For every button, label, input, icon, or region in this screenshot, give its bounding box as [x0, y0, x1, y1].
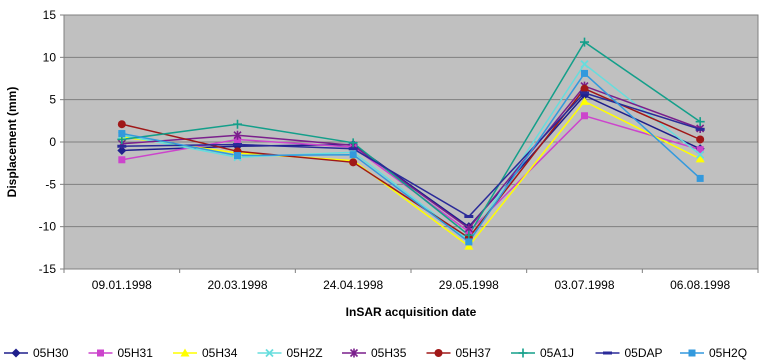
- data-point-05h37: [580, 84, 589, 93]
- legend-marker-icon: [688, 349, 696, 357]
- data-point-05a1j: [580, 37, 589, 47]
- legend-label: 05H31: [118, 346, 154, 360]
- legend-marker-icon: [603, 351, 612, 355]
- legend-marker-icon: [434, 349, 443, 357]
- legend-label: 05DAP: [625, 346, 663, 360]
- data-point-05h2q: [234, 152, 241, 160]
- x-axis-title: InSAR acquisition date: [346, 305, 477, 319]
- data-point-05h2q: [696, 174, 704, 182]
- series-markers: [117, 37, 705, 250]
- data-point-05dap: [233, 143, 242, 147]
- series-line-05dap: [121, 92, 701, 218]
- legend-label: 05H35: [371, 346, 407, 360]
- data-point-05dap: [348, 147, 358, 151]
- y-tick-label: -15: [39, 262, 57, 276]
- data-point-05a1j: [348, 138, 358, 148]
- data-point-05h2q: [465, 238, 473, 246]
- data-point-05dap: [117, 144, 127, 148]
- data-point-05a1j: [695, 117, 705, 127]
- data-point-05h34: [464, 241, 474, 250]
- y-tick-label: 0: [49, 135, 56, 149]
- data-point-05h37: [696, 135, 705, 144]
- data-point-05h37: [117, 120, 126, 129]
- data-point-05h2q: [581, 69, 588, 77]
- legend-marker-icon: [97, 349, 104, 357]
- legend: 05H30 05H31 05H34 05H2Z 05H35 05H37 05A1J 05DAP…: [4, 346, 747, 360]
- y-tick-label: -10: [39, 220, 57, 234]
- data-point-05h2q: [118, 130, 126, 138]
- data-point-05h35: [233, 130, 242, 140]
- x-tick-label: 24.04.1998: [323, 278, 383, 292]
- legend-marker-icon: [11, 348, 21, 358]
- series-lines: [121, 41, 701, 248]
- data-point-05h2q: [349, 151, 357, 159]
- legend-label: 05H2Q: [709, 346, 747, 360]
- data-point-05h34: [695, 154, 705, 163]
- x-tick-label: 20.03.1998: [207, 278, 267, 292]
- data-point-05h31: [696, 146, 704, 154]
- legend-marker-icon: [265, 348, 274, 358]
- data-point-05h37: [349, 158, 358, 167]
- x-tick-label: 06.08.1998: [670, 278, 730, 292]
- x-tick-label: 03.07.1998: [554, 278, 614, 292]
- data-point-05a1j: [464, 230, 474, 240]
- y-tick-label: 10: [43, 50, 57, 64]
- y-axis-ticks: -15 -10 -5 0 5 10 15: [39, 8, 64, 276]
- data-point-05h34: [580, 96, 589, 105]
- legend-label: 05H37: [456, 346, 492, 360]
- series-line-05h35: [121, 85, 701, 230]
- legend-marker-icon: [518, 348, 528, 358]
- legend-marker-icon: [180, 348, 190, 357]
- y-tick-label: 15: [43, 8, 57, 22]
- legend-label: 05A1J: [540, 346, 574, 360]
- legend-label: 05H34: [202, 346, 238, 360]
- y-tick-label: 5: [49, 93, 56, 107]
- series-line-05h2z: [121, 63, 701, 242]
- legend-label: 05H30: [33, 346, 69, 360]
- series-line-05a1j: [121, 41, 701, 237]
- data-point-05h2z: [580, 59, 589, 69]
- series-line-05h37: [121, 87, 701, 239]
- x-tick-label: 09.01.1998: [92, 278, 152, 292]
- data-point-05dap: [580, 91, 589, 95]
- legend-marker-icon: [349, 348, 359, 358]
- x-tick-label: 29.05.1998: [439, 278, 499, 292]
- legend-label: 05H2Z: [287, 346, 323, 360]
- data-point-05h2z: [696, 150, 705, 159]
- y-axis-title: Displacement (mm): [5, 87, 19, 198]
- data-point-05h30: [117, 145, 127, 155]
- data-point-05h31: [118, 156, 126, 164]
- x-axis-ticks: 09.01.1998 20.03.1998 24.04.1998 29.05.1998…: [63, 269, 759, 292]
- data-point-05a1j: [233, 119, 242, 129]
- data-point-05dap: [464, 215, 474, 219]
- data-point-05dap: [695, 127, 705, 131]
- y-tick-label: -5: [45, 177, 56, 191]
- data-point-05h31: [581, 112, 588, 120]
- series-line-05h2q: [121, 72, 701, 243]
- series-line-05h34: [121, 100, 701, 248]
